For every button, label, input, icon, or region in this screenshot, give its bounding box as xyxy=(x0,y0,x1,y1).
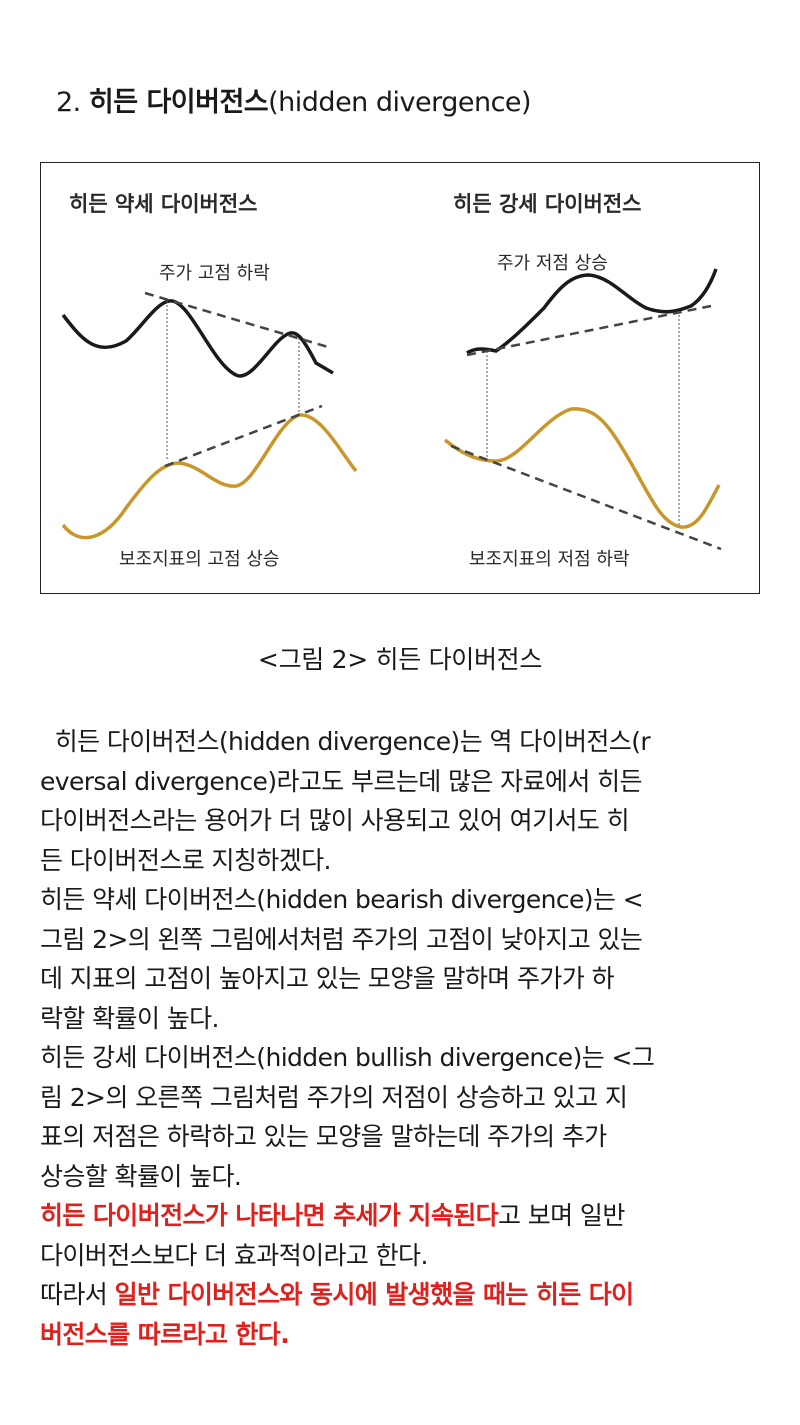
section-number: 2. xyxy=(56,87,81,118)
body-line-highlight: 버전스를 따르라고 한다. xyxy=(40,1315,770,1355)
body-line: 다이버전스라는 용어가 더 많이 사용되고 있어 여기서도 히 xyxy=(40,806,630,835)
section-title: 히든 다이버전스 xyxy=(88,87,269,118)
body-line-highlight: 따라서 일반 다이버전스와 동시에 발생했을 때는 히든 다이 xyxy=(40,1275,770,1315)
body-line: 데 지표의 고점이 높아지고 있는 모양을 말하며 주가가 하 xyxy=(40,964,615,993)
body-line: 표의 저점은 하락하고 있는 모양을 말하는데 주가의 추가 xyxy=(40,1122,607,1151)
right-indicator-trend-line xyxy=(450,444,722,551)
highlight-text: 버전스를 따르라고 한다. xyxy=(40,1319,290,1349)
body-line: 락할 확률이 높다. xyxy=(40,1003,219,1033)
figure-caption: <그림 2> 히든 다이버전스 xyxy=(257,645,543,674)
left-price-trend-line xyxy=(144,291,329,349)
left-price-line xyxy=(61,299,334,378)
left-price-label: 주가 고점 하락 xyxy=(159,263,270,284)
right-price-label: 주가 저점 상승 xyxy=(497,253,608,274)
section-heading: 2. 히든 다이버전스(hidden divergence) xyxy=(56,80,532,119)
section-title-suffix: (hidden divergence) xyxy=(268,87,532,118)
body-line: 그림 2>의 왼쪽 그림에서처럼 주가의 고점이 낮아지고 있는 xyxy=(40,924,643,954)
body-line-rest: 고 보며 일반 xyxy=(498,1201,625,1230)
right-price-trend-line xyxy=(466,304,712,357)
left-indicator-line xyxy=(61,413,358,540)
body-line-prefix: 따라서 xyxy=(40,1280,115,1309)
body-line: 든 다이버전스로 지칭하겠다. xyxy=(40,845,331,875)
highlight-text: 히든 다이버전스가 나타나면 추세가 지속된다 xyxy=(40,1201,499,1230)
body-text: 히든 다이버전스(hidden divergence)는 역 다이버전스(r e… xyxy=(40,722,770,1354)
left-panel-title: 히든 약세 다이버전스 xyxy=(69,192,258,216)
highlight-text: 일반 다이버전스와 동시에 발생했을 때는 히든 다이 xyxy=(114,1280,635,1309)
body-line: 히든 강세 다이버전스(hidden bullish divergence)는 … xyxy=(40,1043,655,1072)
body-line: eversal divergence)라고도 부르는데 많은 자료에서 히든 xyxy=(40,766,642,796)
right-panel-title: 히든 강세 다이버전스 xyxy=(453,192,642,216)
right-price-line xyxy=(466,268,718,355)
right-indicator-label: 보조지표의 저점 하락 xyxy=(469,549,629,570)
body-line: 히든 약세 다이버전스(hidden bearish divergence)는 … xyxy=(40,885,644,914)
left-indicator-label: 보조지표의 고점 상승 xyxy=(119,549,279,570)
body-line: 림 2>의 오른쪽 그림처럼 주가의 저점이 상승하고 있고 지 xyxy=(40,1082,628,1112)
body-line-highlight: 히든 다이버전스가 나타나면 추세가 지속된다고 보며 일반 xyxy=(40,1196,770,1236)
body-line: 상승할 확률이 높다. xyxy=(40,1161,242,1191)
divergence-figure: 히든 약세 다이버전스 주가 고점 하락 보조지표의 고점 상승 히든 강세 다… xyxy=(40,162,760,594)
divergence-diagram: 히든 약세 다이버전스 주가 고점 하락 보조지표의 고점 상승 히든 강세 다… xyxy=(61,192,722,570)
body-line: 다이버전스보다 더 효과적이라고 한다. xyxy=(40,1240,428,1270)
right-indicator-line xyxy=(443,407,721,529)
left-indicator-trend-line xyxy=(164,404,323,468)
body-line: 히든 다이버전스(hidden divergence)는 역 다이버전스(r xyxy=(40,727,651,756)
